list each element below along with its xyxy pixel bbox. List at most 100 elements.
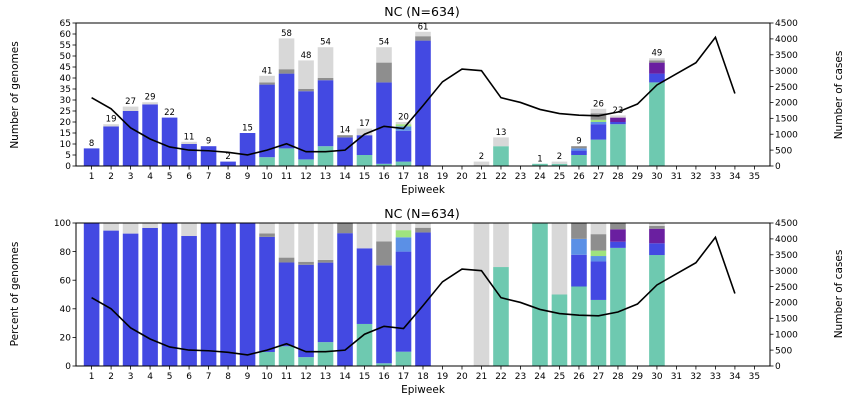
bottom-bar-segment (649, 223, 665, 226)
bottom-x-tick-label: 22 (495, 372, 506, 382)
top-bar-segment (181, 141, 197, 144)
bottom-y2-tick-label: 1500 (775, 315, 798, 325)
bottom-x-tick-label: 31 (671, 372, 682, 382)
bottom-bar-segment (200, 223, 217, 366)
top-bar-segment (610, 117, 626, 122)
top-x-tick-label: 19 (437, 172, 449, 182)
top-y2-tick-label: 2000 (775, 99, 798, 109)
bottom-bar-segment (356, 223, 373, 249)
bottom-bar-segment (610, 241, 626, 248)
bottom-bar-segment (298, 357, 314, 366)
top-y-tick-label: 65 (60, 19, 71, 29)
top-y-tick-label: 20 (60, 118, 72, 128)
bottom-x-tick-label: 11 (281, 372, 292, 382)
bottom-x-tick-label: 18 (417, 372, 429, 382)
top-bar-segment (649, 60, 665, 63)
top-bar-segment (317, 78, 334, 81)
top-bar-segment (142, 102, 158, 105)
top-bar-segment (278, 38, 295, 70)
bottom-bar-segment (181, 223, 197, 237)
top-bar-segment (649, 82, 665, 166)
top-y2-tick-label: 1000 (775, 130, 798, 140)
bottom-bar-segment (103, 223, 119, 231)
top-bar-segment (610, 124, 626, 166)
bottom-bar-segment (376, 241, 392, 266)
bottom-bar-segment (239, 223, 256, 366)
bottom-bar-segment (122, 223, 139, 234)
top-bar-segment (317, 80, 334, 147)
top-x-tick-label: 32 (690, 172, 701, 182)
top-x-tick-label: 17 (398, 172, 409, 182)
bottom-bar-segment (493, 267, 509, 366)
top-x-tick-label: 1 (89, 172, 95, 182)
bottom-x-tick-label: 3 (128, 372, 134, 382)
bottom-y2-tick-label: 3000 (775, 267, 798, 277)
bottom-bar-segment (610, 229, 626, 242)
bottom-y-axis-title: Percent of genomes (9, 242, 21, 347)
top-bar-segment (181, 144, 197, 166)
top-bar-label: 54 (320, 38, 331, 48)
top-bar-segment (356, 128, 373, 136)
top-x-axis: 1 2 3 4 5 6 7 8 9 10 11 12 13 14 15 16 17 18 19 20 21 22 23 24 2… (89, 166, 760, 182)
top-bar-segment (259, 75, 275, 83)
bottom-y2-tick-label: 2500 (775, 283, 798, 293)
bottom-bar-segment (395, 351, 412, 366)
top-bar-segment (590, 119, 607, 122)
top-x-tick-label: 26 (573, 172, 585, 182)
bottom-cases-line (91, 235, 736, 356)
bottom-y-tick-label: 80 (60, 248, 72, 258)
top-bar-segment (317, 47, 334, 78)
top-bar-segment (239, 133, 256, 166)
top-y-tick-label: 10 (60, 140, 72, 150)
bottom-x-tick-label: 5 (167, 372, 173, 382)
top-y-tick-label: 55 (60, 41, 71, 51)
bottom-x-tick-label: 34 (729, 372, 741, 382)
bottom-bar-segment (551, 223, 568, 295)
top-bar-label: 58 (281, 29, 292, 39)
bottom-bar-segment (473, 223, 490, 366)
top-bar-label: 9 (206, 137, 211, 147)
bottom-x-tick-label: 24 (534, 372, 546, 382)
top-x-tick-label: 29 (632, 172, 644, 182)
bottom-x-tick-label: 35 (749, 372, 760, 382)
top-bar-segment (415, 31, 431, 37)
top-bar-label: 61 (418, 22, 429, 32)
top-x-axis-title: Epiweek (401, 184, 446, 196)
bottom-bar-segment (590, 256, 607, 262)
bottom-bar-segment (571, 238, 587, 255)
top-bar-label: 2 (557, 152, 562, 162)
top-bar-segment (395, 122, 412, 125)
bottom-y2-tick-label: 500 (775, 346, 792, 356)
top-bar-label: 29 (145, 93, 156, 103)
top-bar-segment (395, 161, 412, 166)
top-x-tick-label: 21 (476, 172, 487, 182)
top-bar-segment (551, 163, 568, 166)
bottom-y2-tick-label: 0 (775, 362, 781, 372)
top-y2-tick-label: 2500 (775, 83, 798, 93)
top-y2-tick-label: 1500 (775, 115, 798, 125)
bottom-bar-segment (551, 294, 568, 366)
bottom-bar-segment (337, 223, 353, 234)
top-x-tick-label: 15 (359, 172, 370, 182)
top-bar-label: 54 (379, 38, 390, 48)
top-y2-tick-label: 500 (775, 146, 792, 156)
top-x-tick-label: 7 (206, 172, 212, 182)
top-bar-segment (356, 155, 373, 166)
top-bar-segment (259, 82, 275, 85)
bottom-x-tick-label: 16 (378, 372, 390, 382)
bottom-bar-segment (220, 223, 236, 366)
bottom-bar-segment (395, 223, 412, 231)
bottom-y-tick-label: 60 (60, 276, 72, 286)
top-bar-label: 26 (593, 99, 604, 109)
top-bar-segment (571, 155, 587, 166)
bottom-x-tick-label: 25 (554, 372, 565, 382)
bottom-y-tick-label: 40 (60, 305, 72, 315)
bottom-x-tick-label: 9 (245, 372, 251, 382)
top-bar-segment (298, 60, 314, 89)
bottom-bar-segment (610, 223, 626, 230)
top-bar-label: 14 (340, 126, 351, 136)
top-bar-segment (103, 126, 119, 166)
top-x-tick-label: 24 (534, 172, 546, 182)
top-bar-label: 2 (479, 152, 484, 162)
